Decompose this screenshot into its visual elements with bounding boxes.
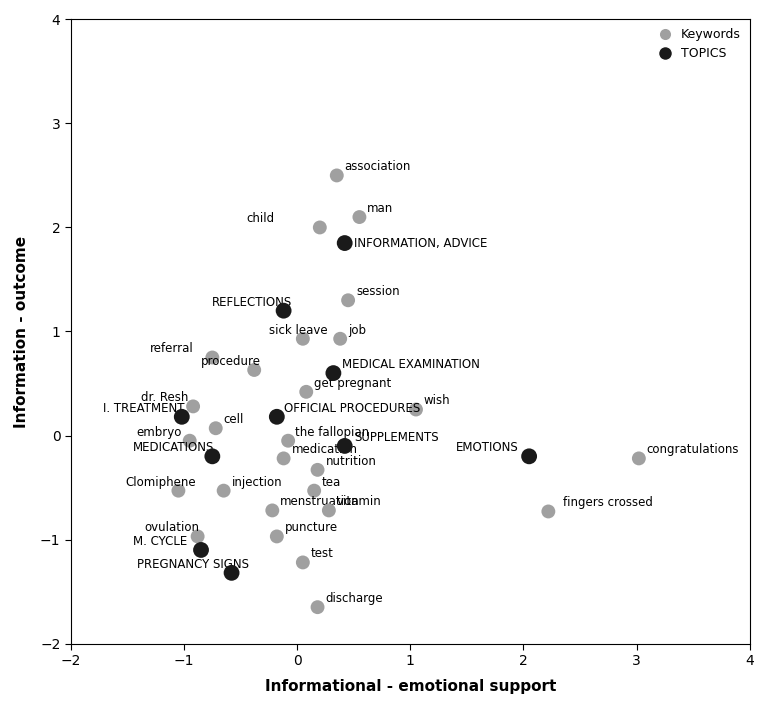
- Text: menstruation: menstruation: [280, 496, 360, 508]
- Text: fingers crossed: fingers crossed: [563, 496, 653, 509]
- Point: [353, 212, 366, 223]
- Text: procedure: procedure: [201, 355, 261, 368]
- Point: [270, 531, 283, 542]
- Point: [339, 237, 351, 249]
- Text: test: test: [311, 547, 333, 560]
- Text: association: association: [345, 160, 411, 173]
- Point: [277, 305, 290, 316]
- Point: [334, 333, 346, 344]
- Text: OFFICIAL PROCEDURES: OFFICIAL PROCEDURES: [283, 401, 420, 415]
- Text: MEDICAL EXAMINATION: MEDICAL EXAMINATION: [343, 358, 480, 371]
- Point: [339, 440, 351, 452]
- Point: [300, 386, 313, 397]
- Text: child: child: [247, 212, 274, 225]
- Text: M. CYCLE: M. CYCLE: [133, 535, 187, 548]
- Text: sick leave: sick leave: [269, 324, 327, 337]
- Text: PREGNANCY SIGNS: PREGNANCY SIGNS: [137, 558, 249, 571]
- Text: EMOTIONS: EMOTIONS: [455, 441, 518, 455]
- Point: [206, 451, 218, 462]
- Point: [226, 567, 238, 578]
- Point: [266, 505, 279, 516]
- Text: I. TREATMENT: I. TREATMENT: [103, 401, 184, 415]
- Text: session: session: [356, 285, 399, 298]
- Legend: Keywords, TOPICS: Keywords, TOPICS: [650, 25, 743, 63]
- Text: injection: injection: [232, 476, 282, 489]
- Point: [633, 452, 645, 464]
- Text: get pregnant: get pregnant: [314, 377, 392, 389]
- X-axis label: Informational - emotional support: Informational - emotional support: [265, 679, 556, 694]
- Point: [410, 404, 422, 415]
- Point: [210, 423, 222, 434]
- Point: [323, 505, 335, 516]
- Text: wish: wish: [424, 394, 451, 407]
- Text: nutrition: nutrition: [326, 455, 376, 468]
- Point: [308, 485, 320, 496]
- Point: [523, 451, 535, 462]
- Text: vitamin: vitamin: [337, 496, 382, 508]
- Text: cell: cell: [223, 413, 244, 426]
- Point: [311, 464, 323, 476]
- Text: congratulations: congratulations: [647, 443, 740, 457]
- Y-axis label: Information - outcome: Information - outcome: [14, 236, 29, 428]
- Point: [217, 485, 230, 496]
- Point: [248, 365, 260, 376]
- Text: MEDICATIONS: MEDICATIONS: [133, 441, 214, 455]
- Text: SUPPLEMENTS: SUPPLEMENTS: [354, 431, 439, 444]
- Point: [282, 435, 294, 446]
- Point: [277, 452, 290, 464]
- Text: medication: medication: [292, 443, 358, 457]
- Point: [296, 333, 309, 344]
- Point: [172, 485, 184, 496]
- Point: [184, 435, 196, 446]
- Point: [187, 401, 199, 412]
- Point: [327, 367, 339, 379]
- Text: discharge: discharge: [326, 592, 383, 605]
- Text: the fallopian: the fallopian: [295, 426, 369, 439]
- Text: Clomiphene: Clomiphene: [125, 476, 196, 489]
- Text: man: man: [367, 202, 393, 215]
- Point: [206, 352, 218, 363]
- Point: [176, 411, 188, 423]
- Point: [542, 506, 554, 517]
- Text: ovulation: ovulation: [144, 521, 200, 535]
- Point: [342, 295, 354, 306]
- Text: job: job: [348, 324, 366, 337]
- Text: dr. Resh: dr. Resh: [141, 392, 188, 404]
- Point: [311, 602, 323, 613]
- Text: referral: referral: [150, 343, 194, 355]
- Text: tea: tea: [322, 476, 341, 489]
- Text: embryo: embryo: [137, 426, 182, 439]
- Text: REFLECTIONS: REFLECTIONS: [212, 296, 293, 309]
- Point: [296, 556, 309, 568]
- Point: [331, 170, 343, 181]
- Point: [191, 531, 204, 542]
- Point: [270, 411, 283, 423]
- Point: [195, 544, 207, 556]
- Text: INFORMATION, ADVICE: INFORMATION, ADVICE: [354, 237, 487, 251]
- Point: [313, 222, 326, 233]
- Text: puncture: puncture: [285, 521, 338, 535]
